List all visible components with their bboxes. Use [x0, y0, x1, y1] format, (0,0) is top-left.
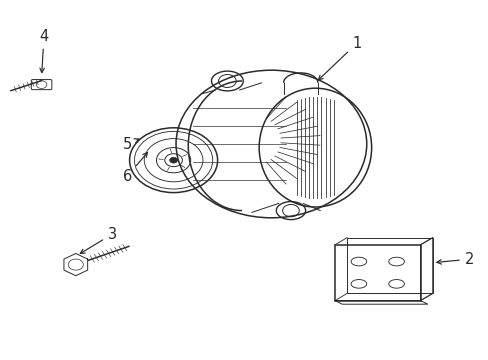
Text: 4: 4 — [40, 28, 48, 73]
Text: 1: 1 — [318, 36, 361, 80]
Text: 6: 6 — [122, 153, 147, 184]
Circle shape — [169, 157, 177, 163]
Text: 5: 5 — [122, 136, 139, 152]
Text: 3: 3 — [80, 226, 117, 253]
Text: 2: 2 — [436, 252, 473, 267]
